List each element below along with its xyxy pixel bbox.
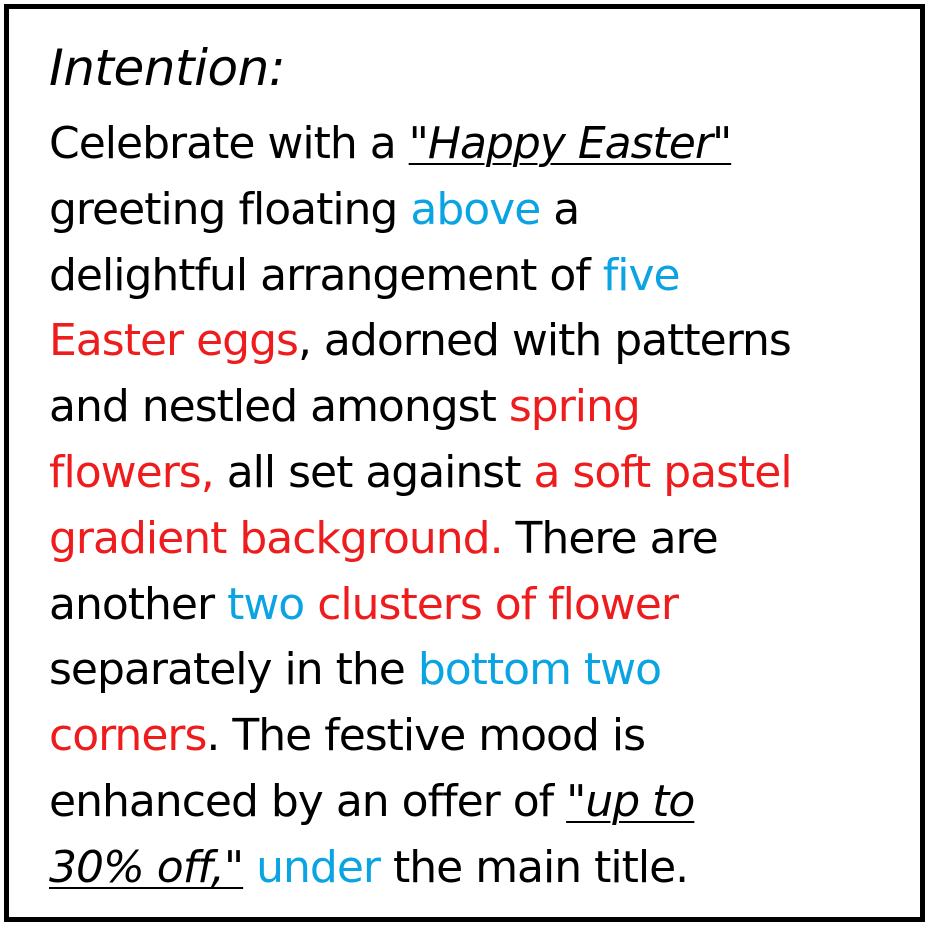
text-segment: all set against: [213, 446, 534, 498]
paragraph-line: and nestled amongst spring: [49, 374, 929, 440]
text-segment: a soft pastel: [533, 446, 792, 498]
text-segment: under: [256, 841, 381, 893]
paragraph-line: delightful arrangement of five: [49, 243, 929, 309]
text-segment: a: [540, 183, 580, 235]
text-segment: corners: [49, 710, 207, 762]
paragraph-line: Easter eggs, adorned with patterns: [49, 308, 929, 374]
quoted-phrase: 30% off,": [49, 841, 244, 893]
intention-heading: Intention:: [49, 39, 286, 97]
text-segment: separately in the: [49, 644, 418, 696]
paragraph-line: separately in the bottom two: [49, 637, 929, 703]
text-segment: delightful arrangement of: [49, 249, 603, 301]
text-segment: flowers,: [49, 446, 215, 498]
quoted-phrase: "Happy Easter": [408, 118, 733, 169]
paragraph-line: gradient background. There are: [49, 506, 929, 572]
text-segment: Easter eggs: [49, 315, 299, 367]
text-segment: another: [49, 578, 228, 630]
text-segment: five: [602, 249, 681, 301]
paragraph-line: another two clusters of flower: [49, 572, 929, 638]
paragraph-line: 30% off," under the main title.: [49, 835, 929, 901]
text-segment: Celebrate with a: [49, 118, 409, 169]
text-segment: above: [410, 183, 541, 235]
paragraph-line: flowers, all set against a soft pastel: [49, 440, 929, 506]
text-segment: bottom two: [417, 644, 662, 696]
text-segment: , adorned with patterns: [297, 315, 792, 367]
paragraph-line: greeting floating above a: [49, 177, 929, 243]
text-segment: There are: [502, 512, 719, 564]
text-segment: . The festive mood is: [206, 710, 646, 762]
text-segment: gradient background.: [49, 512, 504, 564]
text-segment: [243, 842, 256, 893]
quoted-phrase: "up to: [566, 775, 695, 827]
intention-paragraph: Celebrate with a "Happy Easter" greeting …: [49, 111, 929, 901]
text-segment: spring: [508, 381, 641, 433]
paragraph-line: Celebrate with a "Happy Easter": [49, 111, 929, 177]
text-segment: enhanced by an offer of: [49, 775, 567, 827]
text-segment: greeting floating: [49, 183, 411, 235]
text-segment: clusters of flower: [304, 578, 679, 630]
intention-card: Intention: Celebrate with a "Happy Easte…: [4, 4, 925, 922]
text-segment: two: [227, 578, 305, 630]
paragraph-line: corners. The festive mood is: [49, 703, 929, 769]
text-segment: and nestled amongst: [49, 381, 509, 433]
paragraph-line: enhanced by an offer of "up to: [49, 769, 929, 835]
text-segment: the main title.: [380, 841, 689, 893]
